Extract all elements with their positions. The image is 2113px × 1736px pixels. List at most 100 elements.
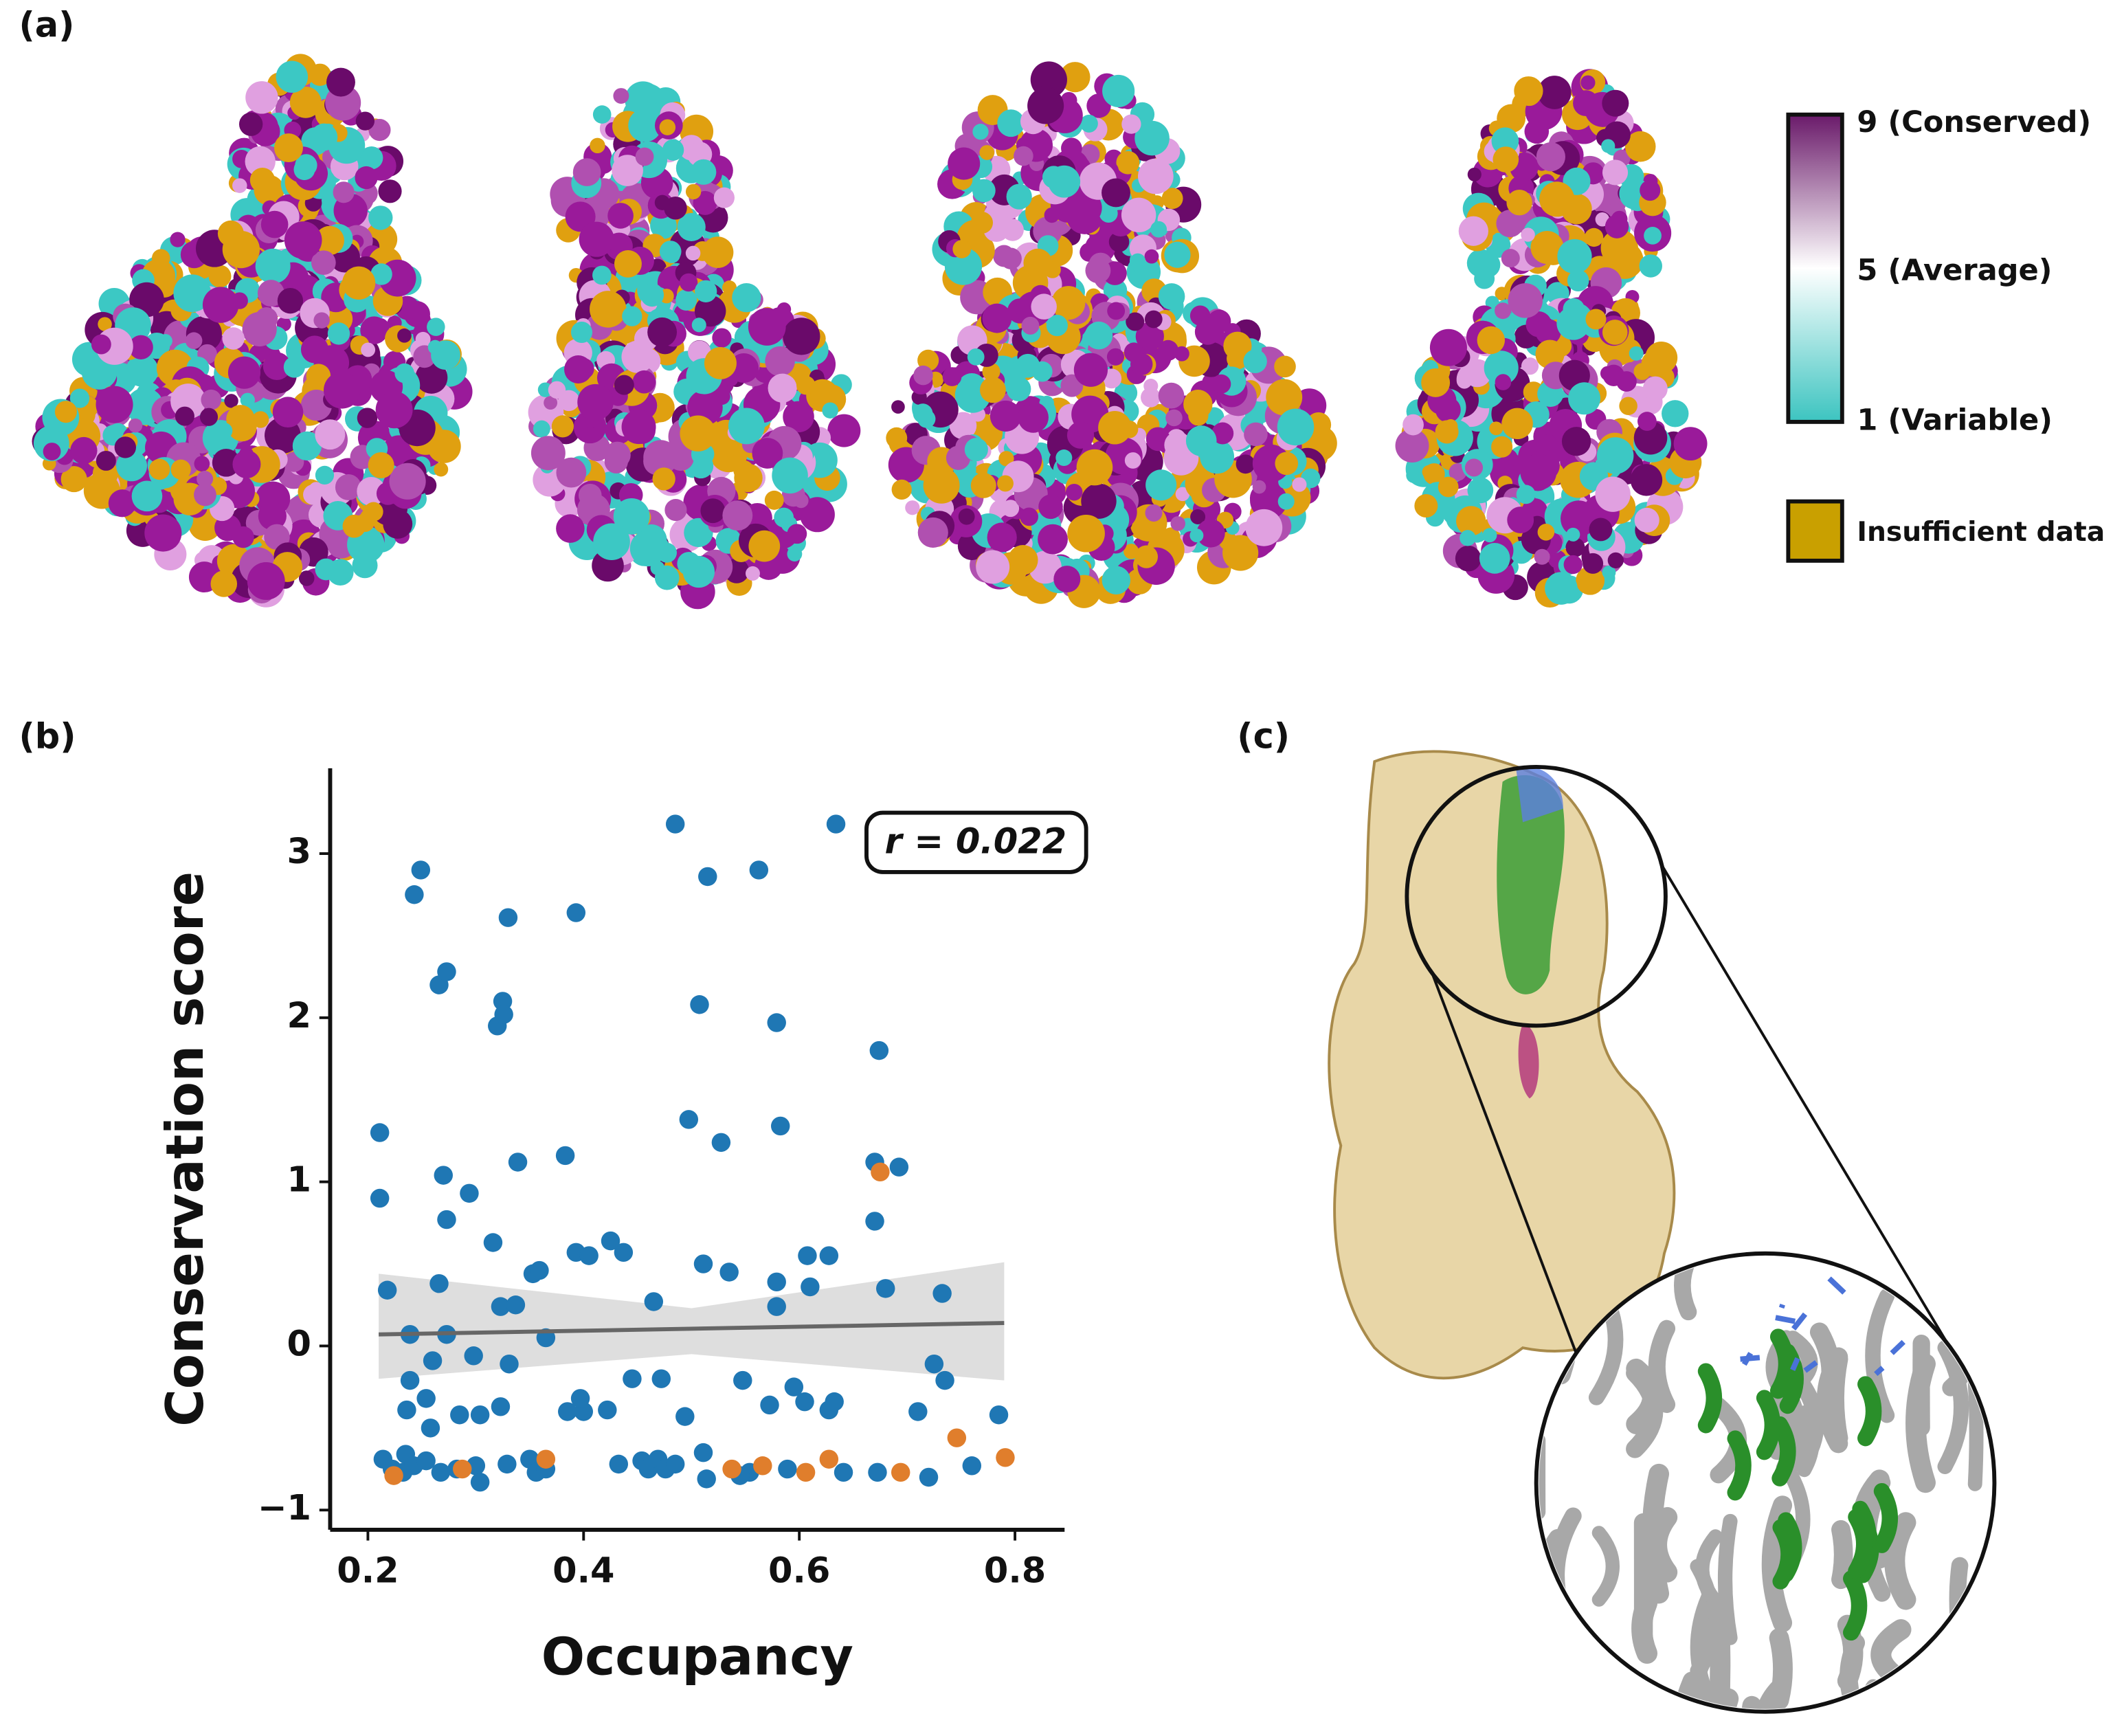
surface-patch (1021, 316, 1040, 335)
surface-patch (232, 450, 261, 479)
point (690, 995, 709, 1014)
surface-patch (394, 363, 414, 383)
surface-patch (1106, 348, 1125, 366)
surface-patch (913, 403, 933, 423)
surface-patch (990, 400, 1022, 432)
surface-patch (1145, 427, 1170, 452)
y-tick-label: 1 (287, 1160, 311, 1201)
point (609, 1454, 629, 1474)
point (494, 1005, 513, 1024)
point (498, 908, 518, 927)
surface-patch (635, 147, 654, 166)
surface-patch (1211, 422, 1234, 445)
surface-patch (1507, 507, 1534, 533)
point (651, 1369, 671, 1388)
surface-patch (1545, 572, 1578, 605)
point (924, 1354, 944, 1374)
surface-patch (979, 145, 995, 160)
fit-line (379, 1321, 1005, 1337)
surface-patch (946, 445, 971, 470)
panel-label: (c) (1237, 717, 1290, 757)
surface-patch (1243, 349, 1267, 374)
point (770, 1116, 790, 1136)
surface-patch (1438, 476, 1459, 498)
point (865, 1212, 884, 1231)
surface-patch (315, 465, 335, 485)
surface-patch (1482, 528, 1497, 543)
surface-patch (170, 232, 186, 247)
surface-patch (1057, 239, 1073, 255)
surface-patch (1565, 537, 1585, 557)
helix-ribbon (1831, 1520, 1853, 1590)
surface-patch (1061, 137, 1082, 159)
helix-ribbon (1865, 1288, 1895, 1423)
point (483, 1233, 503, 1252)
surface-patch (949, 412, 977, 440)
surface-patch (1121, 197, 1156, 233)
surface-patch (640, 283, 664, 307)
surface-patch (1535, 340, 1565, 369)
point (665, 814, 685, 834)
surface-patch (913, 365, 933, 386)
surface-patch (952, 240, 972, 258)
surface-patch (1066, 421, 1095, 449)
surface-patch (1576, 566, 1605, 595)
helix-ribbon (1563, 1687, 1594, 1709)
surface-patch (1567, 269, 1589, 292)
surface-patch (364, 502, 383, 522)
surface-patch (197, 471, 214, 488)
surface-patch (283, 356, 305, 378)
surface-patch (222, 327, 245, 350)
surface-patch (249, 167, 276, 193)
surface-patch (1423, 463, 1445, 485)
surface-patch (1137, 158, 1174, 194)
surface-patch (1084, 321, 1113, 350)
surface-patch (702, 236, 734, 268)
point (767, 1013, 786, 1032)
surface-patch (964, 438, 988, 462)
point (665, 1454, 685, 1474)
surface-patch (144, 514, 182, 552)
helix-ribbon (1708, 1595, 1731, 1709)
surface-patch (1601, 139, 1616, 153)
binding-helix (1857, 1376, 1882, 1447)
surface-patch (1055, 449, 1073, 467)
surface-patch (274, 133, 303, 163)
point (753, 1456, 772, 1476)
surface-patch (431, 340, 460, 370)
surface-patch (1081, 483, 1117, 519)
surface-patch (1561, 427, 1591, 456)
surface-patch (1135, 322, 1164, 351)
protein-surfaces (32, 54, 1708, 610)
surface-patch (1053, 566, 1081, 593)
surface-patch (397, 328, 412, 343)
x-tick-label: 0.8 (984, 1551, 1046, 1592)
surface-patch (1479, 543, 1510, 574)
point (871, 1162, 890, 1182)
surface-patch (1516, 485, 1536, 504)
annotation-box (864, 810, 1088, 874)
point (876, 1279, 895, 1298)
point (434, 1166, 453, 1185)
surface-patch (677, 551, 702, 576)
binding-helix (1769, 1328, 1795, 1399)
surface-patch (238, 112, 263, 136)
surface-patch (69, 388, 90, 408)
surface-patch (1464, 458, 1484, 477)
surface-patch (970, 472, 996, 498)
surface-patch (323, 372, 361, 409)
point (697, 1469, 716, 1489)
surface-patch (1073, 353, 1108, 387)
surface-patch (1102, 74, 1135, 107)
surface-patch (691, 159, 717, 185)
surface-patch (175, 406, 194, 426)
surface-patch (1596, 437, 1634, 474)
surface-patch (194, 483, 216, 507)
helix-ribbon (1769, 1628, 1793, 1709)
surface-patch (1474, 268, 1495, 289)
surface-patch (948, 147, 981, 180)
surface-patch (1164, 432, 1192, 459)
surface-patch (375, 391, 413, 429)
surface-patch (284, 221, 322, 259)
